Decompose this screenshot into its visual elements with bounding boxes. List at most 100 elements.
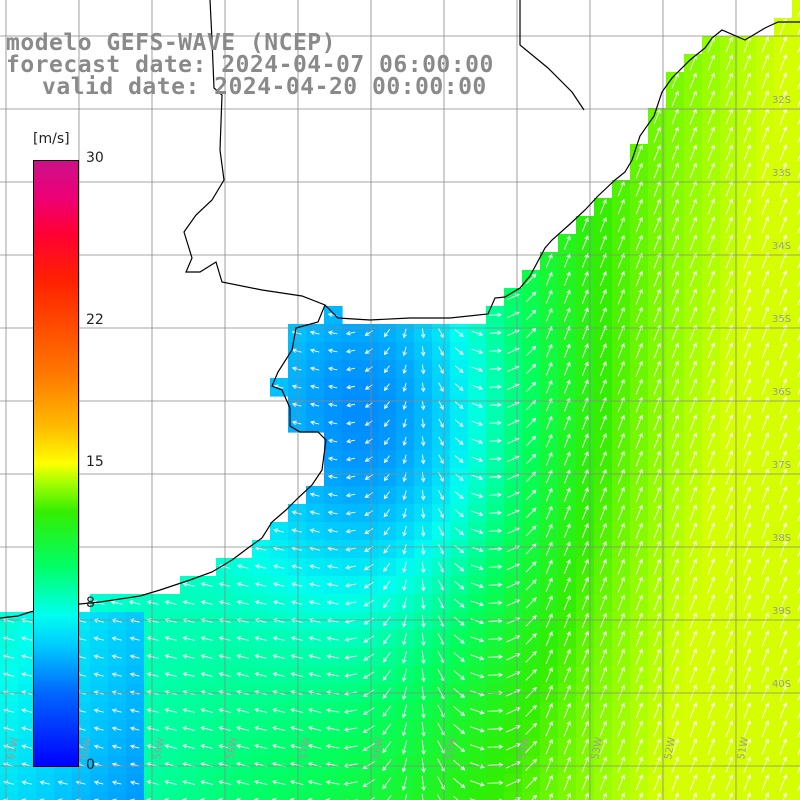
wind-arrow (797, 82, 800, 90)
wind-arrow (438, 436, 444, 447)
wind-arrow (599, 612, 607, 629)
wind-arrow (761, 540, 770, 558)
wind-arrow (420, 579, 426, 592)
wind-arrow (725, 288, 734, 306)
wind-arrow (307, 708, 322, 714)
wind-arrow (273, 528, 285, 533)
wind-arrow (725, 144, 734, 161)
wind-arrow (545, 702, 553, 719)
wind-arrow (438, 328, 444, 339)
wind-arrow (761, 54, 770, 72)
wind-arrow (93, 744, 104, 749)
wind-arrow (471, 456, 484, 462)
wind-arrow (707, 72, 715, 89)
wind-arrow (488, 330, 502, 336)
wind-speed-cell (198, 792, 217, 800)
wind-arrow (326, 582, 339, 587)
wind-arrow (548, 792, 553, 800)
wind-arrow (617, 360, 625, 377)
wind-arrow (344, 673, 358, 678)
wind-arrow (599, 630, 607, 647)
wind-arrow (489, 348, 502, 354)
wind-arrow (692, 792, 698, 800)
wind-arrow (309, 366, 320, 371)
wind-arrow (635, 702, 644, 719)
wind-arrow (743, 396, 752, 414)
wind-arrow (291, 564, 303, 569)
wind-arrow (545, 756, 553, 773)
wind-arrow (725, 504, 734, 522)
wind-arrow (599, 504, 607, 521)
wind-speed-cell (792, 198, 800, 217)
wind-arrow (291, 384, 302, 389)
wind-arrow (454, 455, 464, 463)
wind-arrow (581, 235, 589, 251)
wind-arrow (525, 668, 537, 681)
wind-arrow (743, 378, 752, 396)
wind-arrow (653, 396, 661, 413)
wind-arrow (797, 514, 800, 522)
wind-arrow (671, 504, 680, 521)
wind-arrow (779, 342, 788, 360)
wind-arrow (689, 522, 698, 540)
wind-arrow (488, 492, 503, 498)
wind-speed-cell (792, 666, 800, 685)
wind-arrow (525, 561, 537, 573)
wind-arrow (383, 455, 390, 464)
wind-arrow (236, 564, 249, 569)
wind-arrow (653, 522, 661, 539)
wind-arrow (635, 522, 643, 539)
wind-arrow (545, 559, 553, 574)
wind-arrow (236, 672, 249, 677)
wind-speed-cell (360, 792, 379, 800)
wind-arrow (743, 774, 752, 792)
wind-arrow (761, 270, 770, 288)
wind-arrow (653, 414, 661, 431)
wind-arrow (725, 342, 734, 360)
wind-arrow (689, 738, 698, 756)
wind-arrow (707, 144, 715, 161)
wind-arrow (488, 528, 503, 534)
wind-arrow (725, 432, 734, 450)
wind-arrow (797, 280, 800, 288)
wind-arrow (581, 630, 589, 647)
wind-arrow (345, 510, 356, 516)
wind-arrow (653, 558, 661, 575)
wind-arrow (402, 650, 408, 664)
wind-arrow (707, 666, 716, 684)
wind-arrow (689, 486, 698, 503)
wind-arrow (254, 654, 267, 659)
wind-arrow (489, 420, 502, 426)
wind-arrow (545, 271, 553, 286)
wind-arrow (362, 671, 375, 679)
wind-arrow (761, 756, 770, 774)
wind-arrow (383, 544, 391, 554)
wind-arrow (671, 630, 680, 648)
wind-arrow (653, 702, 662, 719)
wind-arrow (761, 396, 770, 414)
wind-arrow (635, 450, 643, 467)
wind-arrow (725, 720, 734, 738)
wind-arrow (581, 576, 589, 593)
wind-arrow (671, 468, 679, 485)
wind-arrow (470, 708, 485, 715)
wind-arrow (111, 636, 122, 641)
wind-arrow (635, 756, 644, 773)
wind-speed-cell (450, 792, 469, 800)
wind-speed-cell (792, 486, 800, 505)
longitude-label: 58W (225, 736, 240, 760)
wind-arrow (563, 630, 571, 647)
wind-arrow (525, 615, 537, 627)
wind-arrow (525, 758, 538, 771)
wind-arrow (635, 612, 643, 629)
wind-arrow (271, 779, 286, 786)
wind-arrow (563, 523, 571, 539)
wind-arrow (779, 612, 788, 630)
wind-arrow (487, 726, 504, 732)
wind-arrow (707, 54, 715, 71)
wind-arrow (761, 702, 770, 720)
wind-arrow (420, 346, 426, 357)
wind-arrow (253, 726, 268, 732)
wind-arrow (420, 490, 426, 501)
wind-arrow (469, 798, 476, 800)
